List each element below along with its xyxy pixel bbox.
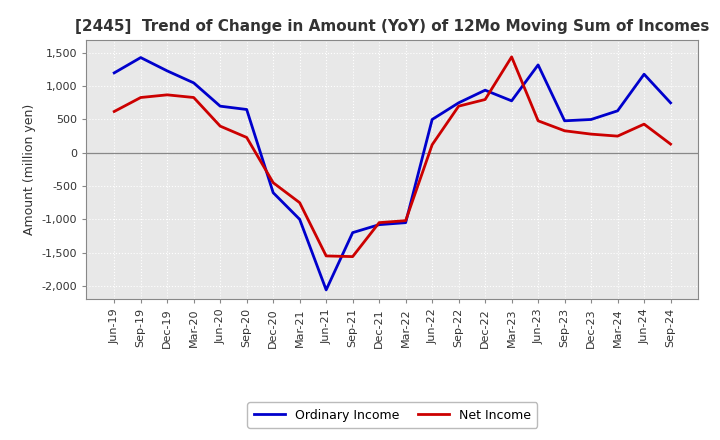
Net Income (269, 180, 277, 185)
Ordinary Income (295, 216, 304, 222)
Net Income (110, 109, 119, 114)
Line: Ordinary Income: Ordinary Income (114, 58, 670, 290)
Legend: Ordinary Income, Net Income: Ordinary Income, Net Income (248, 403, 537, 428)
Ordinary Income (587, 117, 595, 122)
Ordinary Income (375, 222, 384, 227)
Ordinary Income (613, 108, 622, 114)
Net Income (534, 118, 542, 124)
Ordinary Income (243, 107, 251, 112)
Line: Net Income: Net Income (114, 57, 670, 257)
Ordinary Income (189, 80, 198, 85)
Ordinary Income (401, 220, 410, 225)
Ordinary Income (348, 230, 357, 235)
Net Income (428, 142, 436, 147)
Net Income (136, 95, 145, 100)
Ordinary Income (110, 70, 119, 76)
Ordinary Income (269, 190, 277, 195)
Net Income (375, 220, 384, 225)
Net Income (401, 218, 410, 223)
Net Income (295, 200, 304, 205)
Net Income (640, 121, 649, 127)
Y-axis label: Amount (million yen): Amount (million yen) (23, 104, 36, 235)
Ordinary Income (163, 68, 171, 73)
Net Income (243, 135, 251, 140)
Title: [2445]  Trend of Change in Amount (YoY) of 12Mo Moving Sum of Incomes: [2445] Trend of Change in Amount (YoY) o… (75, 19, 710, 34)
Ordinary Income (428, 117, 436, 122)
Ordinary Income (481, 88, 490, 93)
Net Income (189, 95, 198, 100)
Ordinary Income (322, 287, 330, 293)
Net Income (454, 103, 463, 109)
Net Income (348, 254, 357, 259)
Net Income (560, 128, 569, 133)
Net Income (666, 142, 675, 147)
Net Income (322, 253, 330, 259)
Net Income (163, 92, 171, 98)
Ordinary Income (666, 100, 675, 106)
Ordinary Income (534, 62, 542, 67)
Ordinary Income (508, 98, 516, 103)
Ordinary Income (560, 118, 569, 124)
Net Income (216, 124, 225, 129)
Ordinary Income (454, 100, 463, 106)
Net Income (508, 54, 516, 59)
Net Income (481, 97, 490, 102)
Net Income (587, 132, 595, 137)
Ordinary Income (216, 103, 225, 109)
Net Income (613, 133, 622, 139)
Ordinary Income (136, 55, 145, 60)
Ordinary Income (640, 72, 649, 77)
